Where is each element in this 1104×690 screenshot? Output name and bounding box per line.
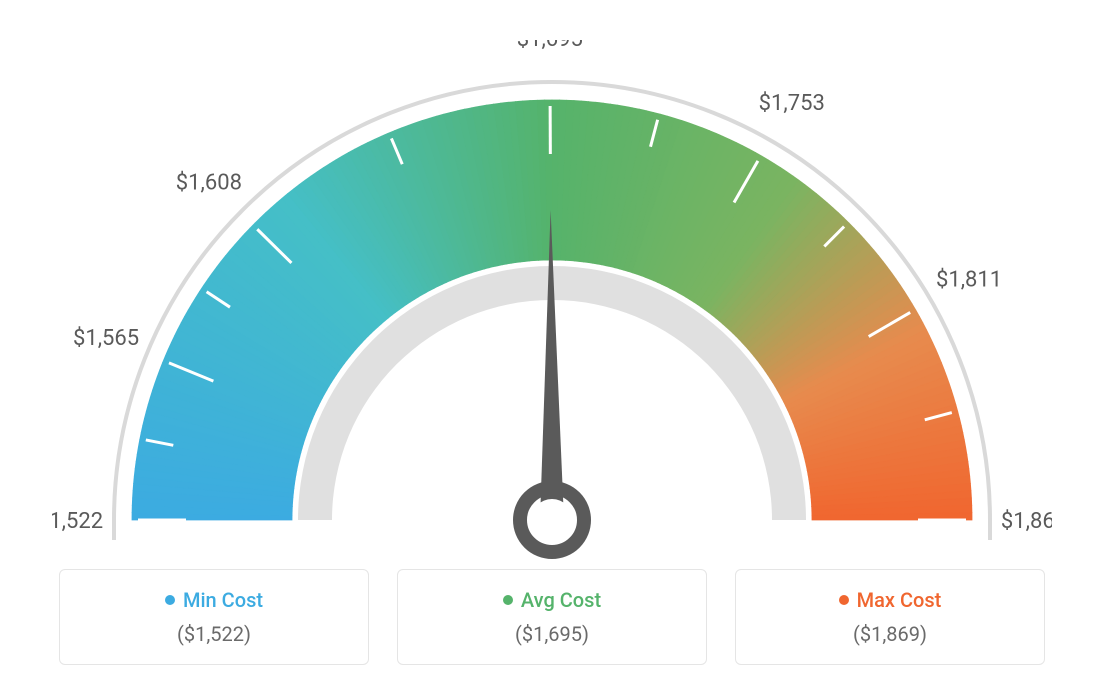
legend-title-text: Min Cost	[183, 588, 263, 612]
gauge-tick-label: $1,811	[936, 267, 1002, 292]
gauge-tick-label: $1,522	[52, 509, 103, 534]
legend-title-text: Avg Cost	[521, 588, 601, 612]
gauge-tick-label: $1,608	[176, 170, 242, 195]
legend-dot-avg	[503, 595, 513, 605]
legend-dot-min	[165, 595, 175, 605]
legend-value-min: ($1,522)	[80, 622, 348, 646]
legend-value-avg: ($1,695)	[418, 622, 686, 646]
legend-title-min: Min Cost	[165, 588, 263, 612]
legend-value-max: ($1,869)	[756, 622, 1024, 646]
gauge-svg: $1,522 $1,565 $1,608 $1,695 $1,753 $1,811 $1,8…	[52, 40, 1052, 600]
gauge-tick-label: $1,695	[517, 40, 583, 52]
gauge-needle-ring-inner	[531, 499, 573, 541]
legend-title-max: Max Cost	[839, 588, 942, 612]
legend-card-avg: Avg Cost ($1,695)	[397, 569, 707, 665]
legend-card-max: Max Cost ($1,869)	[735, 569, 1045, 665]
legend-row: Min Cost ($1,522) Avg Cost ($1,695) Max …	[59, 569, 1045, 665]
gauge-chart: $1,522 $1,565 $1,608 $1,695 $1,753 $1,811 $1,8…	[52, 40, 1052, 580]
gauge-tick-label: $1,753	[759, 91, 825, 116]
legend-dot-max	[839, 595, 849, 605]
legend-title-avg: Avg Cost	[503, 588, 601, 612]
legend-card-min: Min Cost ($1,522)	[59, 569, 369, 665]
gauge-tick-label: $1,565	[73, 326, 139, 351]
gauge-tick-label: $1,869	[1001, 509, 1052, 534]
legend-title-text: Max Cost	[857, 588, 942, 612]
